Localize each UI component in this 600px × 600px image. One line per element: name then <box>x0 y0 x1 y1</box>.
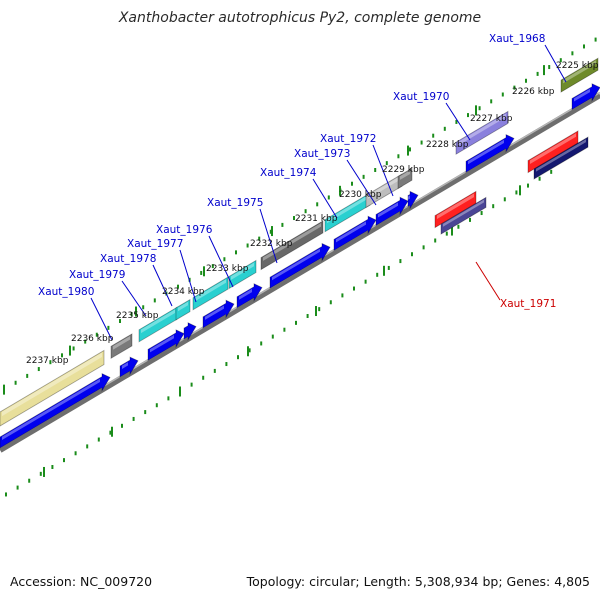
cds-arrow <box>465 133 515 174</box>
accession-text: Accession: NC_009720 <box>10 574 153 589</box>
backbone-line <box>0 92 600 453</box>
gene-box-cyan <box>192 276 229 311</box>
gene-label: Xaut_1978 <box>100 253 156 265</box>
label-leader-line <box>475 261 501 301</box>
gene-box-lavender-bevel <box>458 113 506 146</box>
gene-box-grey-bevel <box>113 336 130 350</box>
gene-label: Xaut_1977 <box>127 238 183 250</box>
cds-arrow <box>119 356 139 378</box>
cds-arrow-bevel <box>2 378 100 440</box>
map-title: Xanthobacter autotrophicus Py2, complete… <box>118 10 482 26</box>
cds-arrow-bevel <box>205 305 224 320</box>
gene-label: Xaut_1971 <box>500 298 556 310</box>
gene-label: Xaut_1973 <box>294 148 350 160</box>
scale-label: 2226 kbp <box>512 87 555 97</box>
scale-label: 2228 kbp <box>426 140 469 150</box>
gene-box-grey <box>397 167 413 190</box>
scale-label: 2236 kbp <box>71 334 114 344</box>
cds-arrow <box>183 322 197 342</box>
topology-text: Topology: circular; Length: 5,308,934 bp… <box>246 574 590 589</box>
cds-arrow-bevel <box>378 202 398 218</box>
label-leader-line <box>90 297 113 341</box>
scale-label: 2234 kbp <box>162 287 205 297</box>
gene-box-lavender <box>455 110 509 155</box>
gene-box-khaki-bevel <box>2 352 102 417</box>
gene-label: Xaut_1970 <box>393 91 449 103</box>
reverse-gene-red <box>527 130 579 174</box>
label-leader-line <box>372 144 394 197</box>
label-leader-line <box>152 264 173 307</box>
cds-arrow-bevel <box>408 195 410 200</box>
cds-arrow-bevel <box>150 335 174 353</box>
reverse-gene-red-bevel <box>530 133 576 164</box>
scale-label: 2235 kbp <box>116 311 159 321</box>
scale-label: 2231 kbp <box>295 214 338 224</box>
cds-arrow <box>0 372 111 449</box>
label-leader-line <box>208 235 234 288</box>
gene-box-lightgrey-bevel <box>368 176 400 199</box>
gene-box-darkgrey <box>260 220 324 271</box>
gene-box-darkgrey-bevel <box>263 223 321 261</box>
label-leader-line <box>544 44 567 83</box>
gene-features <box>0 57 600 449</box>
cds-arrow <box>269 242 331 289</box>
gene-box-cyan-bevel <box>327 195 368 224</box>
scale-label: 2225 kbp <box>556 61 599 71</box>
gene-label: Xaut_1974 <box>260 167 317 179</box>
reverse-gene-red-bevel <box>437 193 474 219</box>
reverse-gene-slate <box>440 196 487 235</box>
reverse-gene-slate-bevel <box>443 199 484 227</box>
scale-label: 2229 kbp <box>382 165 425 175</box>
scale-label: 2227 kbp <box>470 114 513 124</box>
cds-arrow-bevel <box>239 288 252 300</box>
cds-arrow-bevel <box>122 362 128 369</box>
label-leader-line <box>259 208 278 264</box>
gene-box-cyan-bevel <box>141 309 175 334</box>
reverse-gene-navy-bevel <box>536 139 586 172</box>
cds-arrow <box>236 283 263 309</box>
label-leader-line <box>121 280 147 317</box>
label-leader-line <box>179 249 197 303</box>
scale-label: 2237 kbp <box>26 356 69 366</box>
scale-label: 2232 kbp <box>250 239 293 249</box>
gene-label: Xaut_1976 <box>156 224 213 236</box>
gene-box-khaki <box>0 349 105 427</box>
cds-arrow-bevel <box>272 248 320 281</box>
gene-label: Xaut_1968 <box>489 33 545 45</box>
cds-arrow-bevel <box>468 139 504 165</box>
label-leader-line <box>445 102 471 141</box>
reverse-gene-navy <box>533 136 589 180</box>
cds-arrow <box>333 215 377 252</box>
cds-arrow <box>571 83 600 111</box>
gene-box-cyan <box>324 192 371 233</box>
cds-arrow-bevel <box>336 221 366 243</box>
gene-box-olive <box>560 57 599 93</box>
gene-box-grey <box>110 333 133 360</box>
scale-label: 2233 kbp <box>206 264 249 274</box>
gene-box-grey-bevel <box>400 170 410 180</box>
gene-box-cyan-bevel <box>195 279 226 302</box>
scale-label: 2230 kbp <box>339 190 382 200</box>
labels: 2225 kbp 2226 kbp 2227 kbp 2228 kbp 2229 kbp… <box>26 33 599 366</box>
cds-arrow <box>202 299 235 329</box>
cds-arrow <box>407 190 419 210</box>
gene-label: Xaut_1980 <box>38 286 94 298</box>
label-leader-line <box>312 178 338 219</box>
cds-arrow <box>375 196 409 227</box>
gene-box-cyan <box>175 298 191 321</box>
gene-box-cyan <box>228 259 257 290</box>
gene-label: Xaut_1972 <box>320 133 376 145</box>
cds-arrow <box>147 329 185 362</box>
label-leader-lines <box>90 44 567 341</box>
cds-arrow-bevel <box>574 88 590 102</box>
gene-box-cyan-bevel <box>178 301 188 312</box>
gene-label: Xaut_1979 <box>69 269 125 281</box>
scale-ticks <box>3 37 597 497</box>
gene-box-olive-bevel <box>563 60 596 84</box>
gene-box-cyan-bevel <box>231 262 254 280</box>
label-leader-line <box>346 159 377 206</box>
gene-label: Xaut_1975 <box>207 197 263 209</box>
